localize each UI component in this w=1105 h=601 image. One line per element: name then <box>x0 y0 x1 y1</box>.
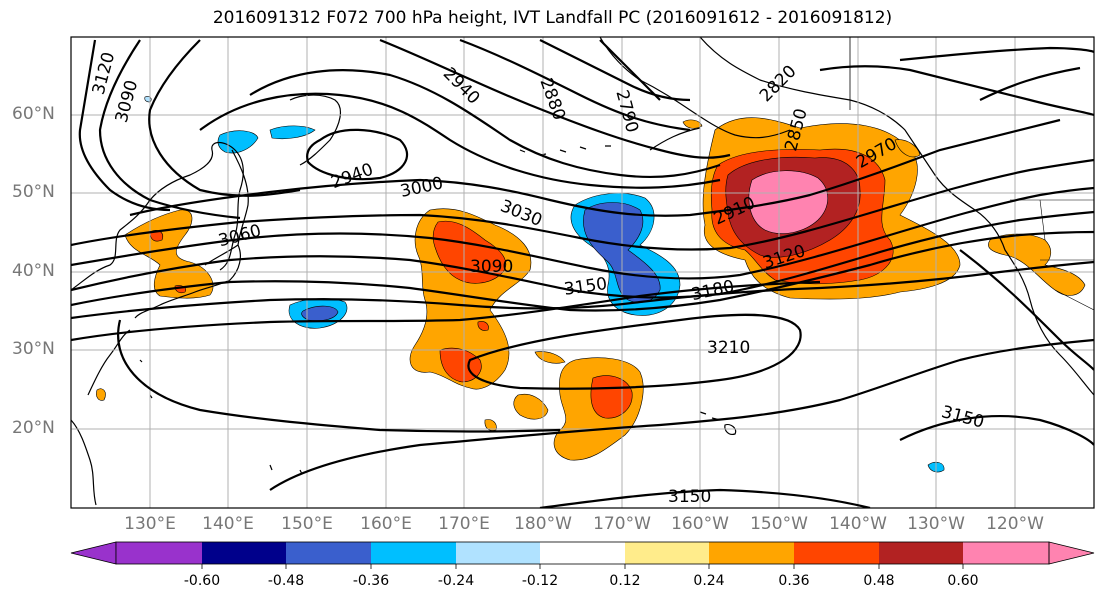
colorbar-segment-1 <box>116 542 202 564</box>
colorbar-label-10: 0.60 <box>947 573 979 589</box>
contour-label-3090: 3090 <box>470 257 513 277</box>
lon-label-140w: 140°W <box>829 514 887 534</box>
colorbar-segment-10 <box>879 542 963 564</box>
shade-okhotsk-sky-2 <box>269 125 316 140</box>
colorbar-label-1: -0.60 <box>183 573 221 589</box>
colorbar-extend-min <box>70 541 117 565</box>
lon-label-180w: 180°W <box>514 514 572 534</box>
colorbar-label-2: -0.48 <box>267 573 305 589</box>
colorbar-ticks <box>201 564 964 569</box>
shade-gulf-alaska-tail <box>894 139 921 158</box>
lon-label-130e: 130°E <box>124 514 176 534</box>
colorbar-segment-4 <box>371 542 456 564</box>
colorbar-label-6: 0.12 <box>609 573 641 589</box>
colorbar-label-3: -0.36 <box>352 573 390 589</box>
lon-label-170w: 170°W <box>593 514 651 534</box>
lon-label-140e: 140°E <box>202 514 254 534</box>
shade-central-red <box>432 220 507 284</box>
lon-label-130w: 130°W <box>907 514 965 534</box>
lon-label-160w: 160°W <box>671 514 729 534</box>
colorbar-segment-11 <box>963 542 1049 564</box>
colorbar-segment-9 <box>794 542 879 564</box>
colorbar-segment-3 <box>286 542 371 564</box>
colorbar-segment-8 <box>709 542 794 564</box>
lat-label-50n: 50°N <box>12 182 55 202</box>
contour-label-3210: 3210 <box>707 338 750 358</box>
colorbar-label-8: 0.36 <box>778 573 810 589</box>
coastlines <box>71 37 1094 506</box>
lon-label-150e: 150°E <box>281 514 333 534</box>
lat-label-30n: 30°N <box>12 339 55 359</box>
contour-labels: 3120 3090 2940 2880 2790 2820 2850 2970 … <box>89 50 986 507</box>
colorbar-segment-6 <box>540 542 625 564</box>
colorbar-label-9: 0.48 <box>863 573 895 589</box>
shade-gulf-alaska-pink <box>748 170 829 234</box>
shade-subtrop-orange-4 <box>484 419 497 431</box>
lon-label-120w: 120°W <box>986 514 1044 534</box>
lat-label-40n: 40°N <box>12 261 55 281</box>
colorbar-label-4: -0.24 <box>437 573 475 589</box>
colorbar <box>70 541 1095 569</box>
map-border <box>70 36 1095 509</box>
colorbar-segment-5 <box>456 542 540 564</box>
colorbar-label-5: -0.12 <box>521 573 559 589</box>
shade-subtrop-orange-2 <box>513 393 549 420</box>
colorbar-label-7: 0.24 <box>693 573 725 589</box>
shade-alaska-spot <box>682 119 703 129</box>
lon-label-170e: 170°E <box>438 514 490 534</box>
height-contours <box>71 38 1094 508</box>
map-title: 2016091312 F072 700 hPa height, IVT Land… <box>212 8 893 28</box>
shade-central-red-3 <box>477 321 489 331</box>
colorbar-segment-2 <box>202 542 286 564</box>
lat-label-20n: 20°N <box>12 418 55 438</box>
colorbar-extend-max <box>1048 541 1095 565</box>
contour-label-3150-south: 3150 <box>668 487 711 507</box>
ivt-shading <box>96 96 1086 473</box>
shade-uswest-orange <box>988 233 1086 296</box>
lon-label-150w: 150°W <box>750 514 808 534</box>
lat-label-60n: 60°N <box>12 104 55 124</box>
lon-label-160e: 160°E <box>360 514 412 534</box>
shade-west-spot <box>96 388 106 401</box>
shade-kuril-blue <box>301 305 339 322</box>
colorbar-segment-7 <box>625 542 709 564</box>
